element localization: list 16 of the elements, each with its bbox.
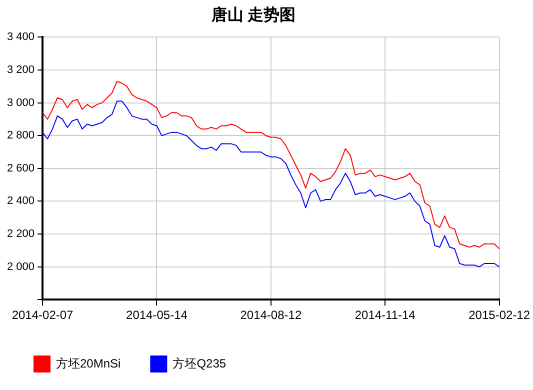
legend-label: 方坯20MnSi: [56, 356, 121, 370]
x-tick-label: 2014-11-14: [354, 308, 416, 322]
y-tick-label: 2 200: [6, 228, 35, 240]
y-tick-label: 2 800: [6, 130, 35, 142]
y-tick-label: 3 400: [6, 31, 35, 44]
legend-label: 方坯Q235: [172, 356, 226, 370]
y-tick-label: 3 000: [6, 96, 35, 109]
x-tick-label: 2015-02-12: [468, 308, 530, 322]
x-tick-label: 2014-02-07: [12, 308, 74, 322]
y-tick-label: 2 000: [6, 260, 35, 273]
chart-title: 唐山 走势图: [210, 6, 296, 24]
x-tick-label: 2014-08-12: [240, 308, 302, 322]
y-tick-label: 2 600: [6, 162, 35, 174]
y-tick-label: 3 200: [6, 64, 35, 76]
x-tick-label: 2014-05-14: [126, 308, 188, 322]
y-tick-label: 2 400: [6, 195, 35, 208]
